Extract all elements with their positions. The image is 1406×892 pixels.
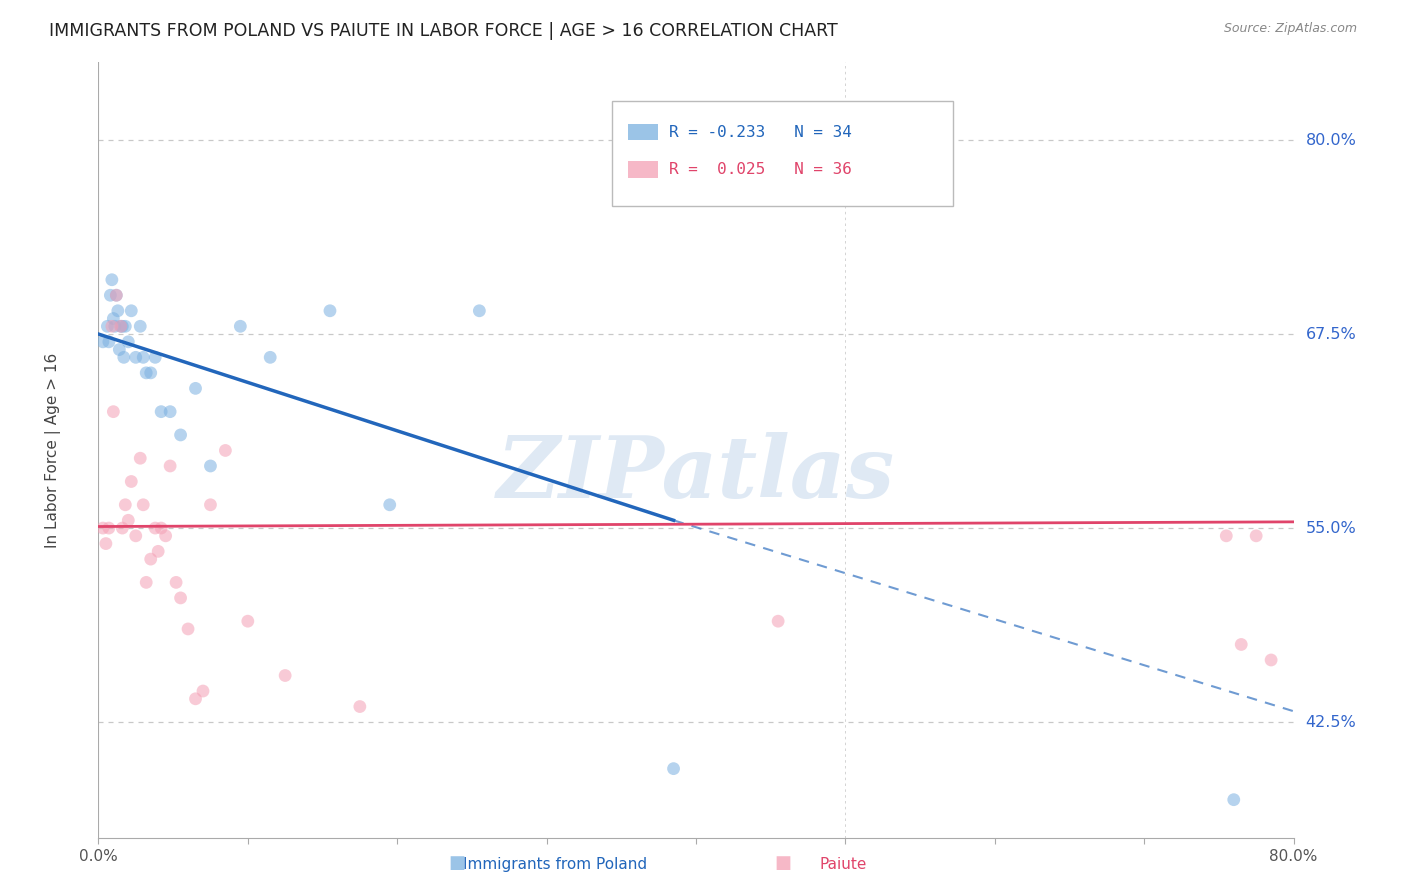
Point [159,405,181,419]
Point [129,319,152,334]
Point [117,334,139,349]
Point [468,303,491,318]
Point [143,521,166,535]
Point [120,303,142,318]
Point [97,521,120,535]
Point [150,405,173,419]
Point [104,319,127,334]
Point [200,498,222,512]
Point [191,684,214,698]
Point [143,351,166,365]
Point [349,699,371,714]
Text: R =  0.025   N = 36: R = 0.025 N = 36 [669,162,852,177]
Point [274,668,297,682]
Point [107,303,129,318]
Point [177,622,200,636]
Point [101,319,124,334]
FancyBboxPatch shape [628,161,658,178]
Text: 42.5%: 42.5% [1306,714,1357,730]
Point [259,351,281,365]
Point [135,575,157,590]
Point [184,381,207,395]
Point [1230,638,1253,652]
Text: IMMIGRANTS FROM POLAND VS PAIUTE IN LABOR FORCE | AGE > 16 CORRELATION CHART: IMMIGRANTS FROM POLAND VS PAIUTE IN LABO… [49,22,838,40]
Point [169,591,191,605]
Point [139,552,162,566]
Point [114,498,136,512]
Point [1260,653,1282,667]
Point [91,521,114,535]
Point [101,273,124,287]
Point [120,475,142,489]
Point [94,536,117,550]
Point [214,443,236,458]
Point [125,529,148,543]
Point [112,351,135,365]
Point [139,366,162,380]
Point [148,544,170,558]
Point [1223,793,1246,807]
Text: 80.0%: 80.0% [1306,133,1357,147]
Point [159,458,181,473]
Point [105,288,128,302]
Point [132,498,155,512]
Point [96,319,118,334]
FancyBboxPatch shape [613,101,953,206]
Point [1244,529,1267,543]
Point [200,458,222,473]
Text: Source: ZipAtlas.com: Source: ZipAtlas.com [1223,22,1357,36]
Point [91,334,114,349]
Text: Paiute: Paiute [820,857,868,872]
Point [111,521,134,535]
Point [319,303,342,318]
Point [103,311,125,326]
Point [662,762,685,776]
Point [150,521,173,535]
Point [103,405,125,419]
Point [97,334,120,349]
Point [105,288,128,302]
Point [229,319,252,334]
Point [111,319,134,334]
Text: ■: ■ [449,855,465,872]
Point [766,614,789,628]
FancyBboxPatch shape [628,124,658,140]
Point [236,614,259,628]
Text: In Labor Force | Age > 16: In Labor Force | Age > 16 [45,353,60,548]
Point [155,529,177,543]
Text: ■: ■ [775,855,792,872]
Point [132,351,155,365]
Point [378,498,401,512]
Text: Immigrants from Poland: Immigrants from Poland [464,857,647,872]
Point [129,451,152,466]
Point [135,366,157,380]
Point [165,575,187,590]
Point [108,343,131,357]
Point [1215,529,1237,543]
Point [169,428,191,442]
Point [125,351,148,365]
Text: ZIPatlas: ZIPatlas [496,432,896,516]
Point [114,319,136,334]
Text: 67.5%: 67.5% [1306,326,1357,342]
Text: R = -0.233   N = 34: R = -0.233 N = 34 [669,125,852,140]
Point [184,691,207,706]
Point [117,513,139,527]
Point [110,319,132,334]
Text: 55.0%: 55.0% [1306,521,1357,535]
Point [110,319,132,334]
Point [98,288,122,302]
